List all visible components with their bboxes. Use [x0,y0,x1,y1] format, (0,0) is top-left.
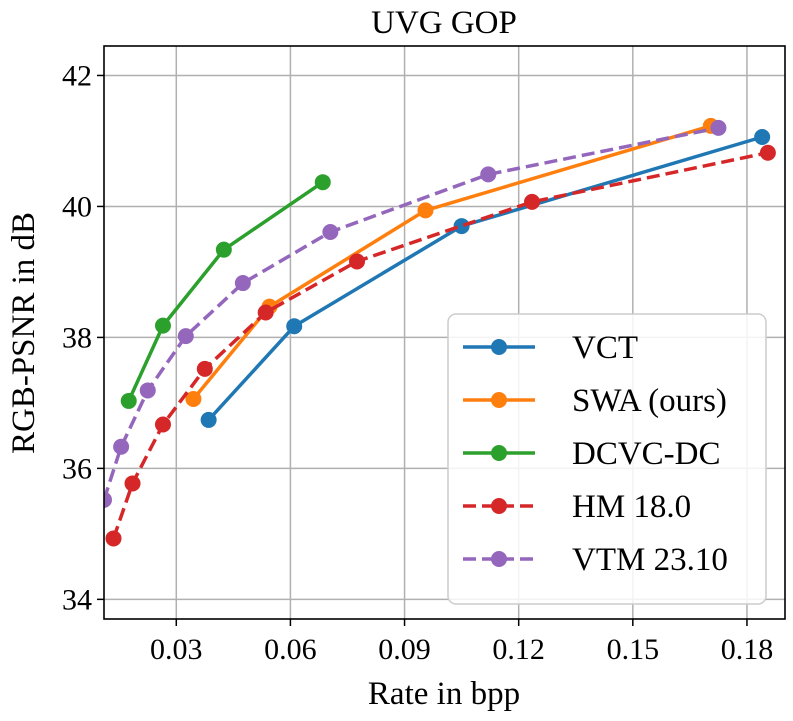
data-point-vtm-23-10 [480,166,497,183]
data-point-hm-18-0 [105,530,122,547]
legend: VCT SWA (ours) DCVC-DC HM 18.0 VTM 23.10 [447,313,767,605]
legend-label: SWA (ours) [572,383,727,419]
data-point-vtm-23-10 [710,119,727,136]
series-hm-18-0 [105,144,776,547]
data-point-vtm-23-10 [104,491,112,508]
data-point-vct [286,318,303,335]
legend-item-vtm-23-10: VTM 23.10 [463,542,728,578]
data-point-dcvc-dc [215,241,232,258]
data-point-swa-ours [185,390,202,407]
data-point-dcvc-dc [314,174,331,191]
data-point-vtm-23-10 [139,382,156,399]
legend-swatch-marker [491,339,507,355]
y-tick-label: 40 [62,190,92,223]
data-point-dcvc-dc [120,392,137,409]
y-tick-label: 36 [62,452,92,485]
series-dcvc-dc [120,174,331,409]
legend-item-swa-ours: SWA (ours) [463,383,727,419]
y-tick-label: 38 [62,321,92,354]
data-point-vtm-23-10 [177,328,194,345]
legend-label: VTM 23.10 [572,542,728,578]
x-tick-label: 0.09 [378,633,431,666]
legend-swatch-marker [491,498,507,514]
data-point-vct [453,218,470,235]
x-tick-label: 0.03 [150,633,203,666]
data-point-vct [200,411,217,428]
x-axis-ticks: 0.03 0.06 0.09 0.12 0.15 0.18 [150,619,773,666]
data-point-vtm-23-10 [322,223,339,240]
x-tick-label: 0.15 [607,633,660,666]
y-axis-ticks: 34 36 38 40 42 [62,59,104,616]
data-point-hm-18-0 [196,360,213,377]
legend-item-dcvc-dc: DCVC-DC [463,436,721,472]
data-point-hm-18-0 [124,475,141,492]
legend-item-vct: VCT [463,330,638,366]
legend-label: DCVC-DC [572,436,721,472]
x-tick-label: 0.06 [264,633,317,666]
series-vtm-23-10 [104,119,727,508]
legend-frame [447,313,767,605]
legend-swatch-marker [491,551,507,567]
series-line-dcvc-dc [127,180,324,402]
legend-swatch-marker [491,392,507,408]
y-tick-label: 34 [62,583,92,616]
series-line-vct [207,135,763,422]
data-point-vtm-23-10 [234,275,251,292]
series-line-vtm-23-10 [104,126,719,501]
data-point-dcvc-dc [154,317,171,334]
x-axis-label: Rate in bpp [368,676,520,712]
data-point-swa-ours [417,202,434,219]
data-point-hm-18-0 [524,193,541,210]
data-series [104,117,776,547]
data-point-hm-18-0 [348,253,365,270]
legend-label: HM 18.0 [572,489,691,525]
x-tick-label: 0.18 [721,633,774,666]
series-vct [200,129,771,428]
y-axis-label: RGB-PSNR in dB [6,212,42,454]
chart-title: UVG GOP [371,5,517,41]
data-point-vtm-23-10 [113,438,130,455]
plot-frame [103,45,786,620]
data-point-hm-18-0 [257,304,274,321]
legend-label: VCT [572,330,638,366]
legend-item-hm-18-0: HM 18.0 [463,489,691,525]
data-point-vct [754,129,771,146]
legend-swatch-marker [491,445,507,461]
data-point-hm-18-0 [759,144,776,161]
series-line-hm-18-0 [111,150,769,540]
data-point-hm-18-0 [154,416,171,433]
x-tick-label: 0.12 [492,633,545,666]
series-line-swa-ours [192,124,712,401]
y-tick-label: 42 [62,59,92,92]
